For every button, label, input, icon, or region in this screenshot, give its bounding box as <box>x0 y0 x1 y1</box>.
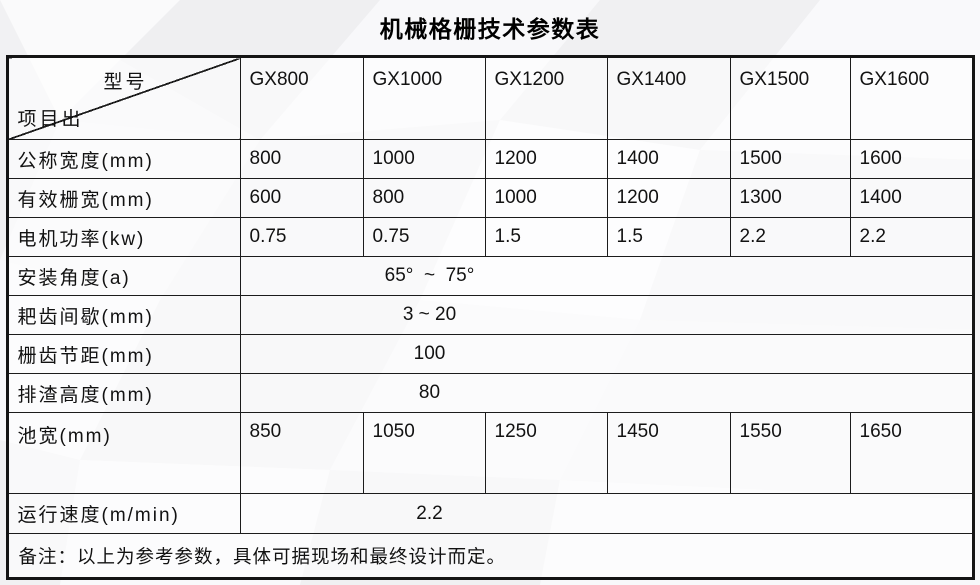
value-cell: 2.2 <box>729 217 851 257</box>
row-label: 公称宽度(mm) <box>6 139 241 179</box>
span-value: 100 <box>413 343 446 364</box>
table-row-nominal-width: 公称宽度(mm) 800 1000 1200 1400 1500 1600 <box>6 139 974 179</box>
value-cell: 800 <box>362 178 486 218</box>
value-cell: 1.5 <box>484 217 608 257</box>
value-cell: 800 <box>239 139 364 179</box>
table-row-rake-gap: 耙齿间歇(mm) 3 ~ 20 <box>6 295 974 335</box>
value-cell: 600 <box>239 178 364 218</box>
corner-cell: 型号 项目出 <box>6 56 241 140</box>
value-cell: 1000 <box>484 178 608 218</box>
span-value: 2.2 <box>416 502 443 524</box>
value-cell: 1200 <box>606 178 731 218</box>
value-cell: 1400 <box>606 139 731 179</box>
model-header-gx1600: GX1600 <box>849 56 974 140</box>
value-cell: 1250 <box>484 412 608 494</box>
row-label: 电机功率(kw) <box>6 217 241 257</box>
page-title: 机械格栅技术参数表 <box>379 16 601 42</box>
table-row-run-speed: 运行速度(m/min) 2.2 <box>6 493 974 534</box>
corner-label-model: 型号 <box>103 72 148 93</box>
span-value: 80 <box>418 382 441 403</box>
row-label: 池宽(mm) <box>6 412 241 494</box>
span-value: 65° ~ 75° <box>384 265 475 286</box>
table-row-motor-power: 电机功率(kw) 0.75 0.75 1.5 1.5 2.2 2.2 <box>6 217 974 257</box>
table-row-discharge-height: 排渣高度(mm) 80 <box>6 373 974 413</box>
note-row: 备注：以上为参考参数，具体可据现场和最终设计而定。 <box>6 533 974 579</box>
value-cell: 1600 <box>849 139 974 179</box>
params-table: 型号 项目出 GX800 GX1000 GX1200 GX1400 GX1500… <box>5 55 975 580</box>
table-row-effective-width: 有效栅宽(mm) 600 800 1000 1200 1300 1400 <box>6 178 974 218</box>
model-header-gx1000: GX1000 <box>362 56 486 140</box>
value-cell: 1550 <box>729 412 851 494</box>
model-header-gx800: GX800 <box>239 56 364 140</box>
model-header-gx1500: GX1500 <box>729 56 851 140</box>
row-label: 有效栅宽(mm) <box>6 178 241 218</box>
value-cell: 0.75 <box>362 217 486 257</box>
table-header-row: 型号 项目出 GX800 GX1000 GX1200 GX1400 GX1500… <box>6 56 974 140</box>
row-label: 耙齿间歇(mm) <box>6 295 241 335</box>
model-header-gx1400: GX1400 <box>606 56 731 140</box>
value-cell: 1500 <box>729 139 851 179</box>
table-row-install-angle: 安装角度(a) 65° ~ 75° <box>6 256 974 296</box>
table-row-pool-width: 池宽(mm) 850 1050 1250 1450 1550 1650 <box>6 412 974 494</box>
value-cell: 1000 <box>362 139 486 179</box>
row-label: 运行速度(m/min) <box>6 493 241 534</box>
value-cell: 850 <box>239 412 364 494</box>
corner-label-item: 项目出 <box>17 109 84 130</box>
note-text: 备注：以上为参考参数，具体可据现场和最终设计而定。 <box>6 533 974 579</box>
merged-value-cell: 65° ~ 75° <box>239 256 974 296</box>
merged-value-cell: 100 <box>239 334 974 374</box>
model-header-gx1200: GX1200 <box>484 56 608 140</box>
value-cell: 1200 <box>484 139 608 179</box>
value-cell: 2.2 <box>849 217 974 257</box>
value-cell: 0.75 <box>239 217 364 257</box>
table-row-tooth-pitch: 栅齿节距(mm) 100 <box>6 334 974 374</box>
row-label: 排渣高度(mm) <box>6 373 241 413</box>
merged-value-cell: 80 <box>239 373 974 413</box>
value-cell: 1450 <box>606 412 731 494</box>
row-label: 安装角度(a) <box>6 256 241 296</box>
value-cell: 1650 <box>849 412 974 494</box>
row-label: 栅齿节距(mm) <box>6 334 241 374</box>
value-cell: 1400 <box>849 178 974 218</box>
merged-value-cell: 3 ~ 20 <box>239 295 974 335</box>
span-value: 3 ~ 20 <box>402 304 457 325</box>
merged-value-cell: 2.2 <box>239 493 974 534</box>
value-cell: 1.5 <box>606 217 731 257</box>
value-cell: 1050 <box>362 412 486 494</box>
value-cell: 1300 <box>729 178 851 218</box>
